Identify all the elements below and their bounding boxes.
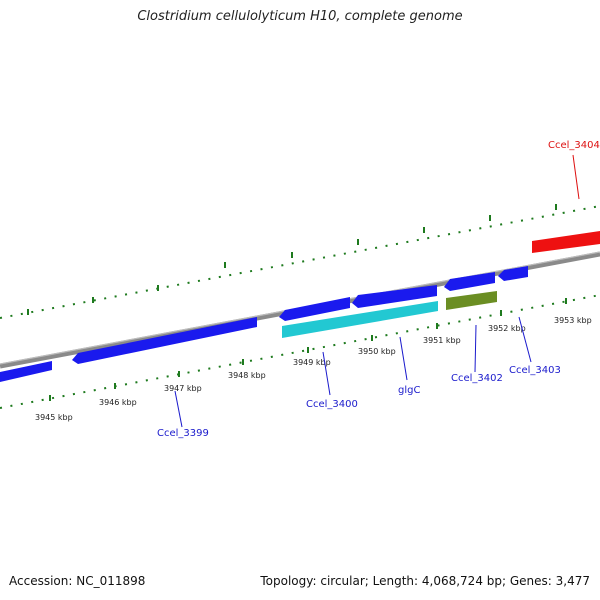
gene-label-ccel-3400[interactable]: Ccel_3400 — [306, 399, 358, 410]
genome-summary: Topology: circular; Length: 4,068,724 bp… — [260, 574, 590, 588]
genome-title: Clostridium cellulolyticum H10, complete… — [137, 9, 463, 24]
gene-label-ccel-3402[interactable]: Ccel_3402 — [451, 373, 503, 384]
gene-label-ccel-3404[interactable]: Ccel_3404 — [548, 140, 600, 151]
upper-tick-track — [0, 205, 600, 319]
gene-feature-glgc[interactable] — [282, 301, 438, 338]
kbp-label: 3947 kbp — [164, 384, 202, 393]
lower-major-ticks — [49, 298, 567, 401]
gene-feature-ccel-3399[interactable] — [72, 317, 257, 364]
gene-feature-ccel-3400[interactable] — [279, 297, 350, 321]
kbp-label: 3946 kbp — [99, 398, 137, 407]
kbp-label: 3950 kbp — [358, 347, 396, 356]
gene-label-ccel-3403[interactable]: Ccel_3403 — [509, 365, 561, 376]
kbp-label: 3945 kbp — [35, 413, 73, 422]
label-leaders — [174, 154, 580, 428]
upper-major-ticks — [27, 204, 557, 315]
gene-label-glgc[interactable]: glgC — [398, 385, 420, 396]
gene-label-ccel-3399[interactable]: Ccel_3399 — [157, 428, 209, 439]
kbp-label: 3948 kbp — [228, 371, 266, 380]
kbp-label: 3949 kbp — [293, 358, 331, 367]
gene-feature-ccel-3398[interactable] — [0, 361, 52, 382]
kbp-labels: 3945 kbp 3946 kbp 3947 kbp 3948 kbp 3949… — [35, 316, 592, 422]
kbp-label: 3952 kbp — [488, 324, 526, 333]
gene-feature-ccel-3402b[interactable] — [444, 272, 495, 291]
kbp-label: 3953 kbp — [554, 316, 592, 325]
gene-feature-ccel-3404[interactable] — [532, 231, 600, 253]
accession-label: Accession: NC_011898 — [9, 574, 146, 588]
gene-feature-ccel-3403[interactable] — [498, 266, 528, 281]
gene-feature-ccel-3402[interactable] — [446, 291, 497, 310]
kbp-label: 3951 kbp — [423, 336, 461, 345]
gene-feature-ccel-3401b[interactable] — [352, 285, 437, 308]
